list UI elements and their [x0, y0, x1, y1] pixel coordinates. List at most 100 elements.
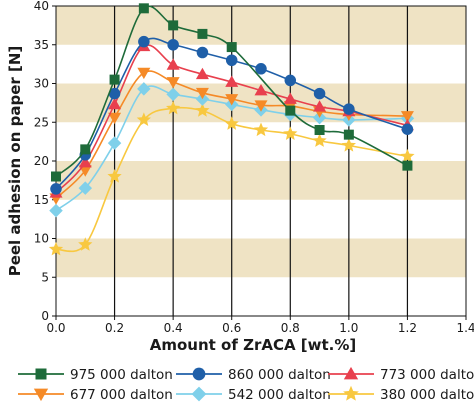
data-point: [225, 94, 239, 106]
legend-item: 380 000 dalton: [328, 385, 474, 402]
data-point: [78, 181, 93, 195]
data-point: [254, 100, 268, 112]
legend-item: 773 000 dalton: [328, 366, 474, 383]
data-point: [254, 83, 268, 96]
data-point: [285, 105, 296, 116]
data-point: [195, 103, 210, 117]
data-point: [166, 87, 180, 102]
data-point: [80, 144, 91, 155]
background-band: [56, 161, 466, 200]
data-point: [312, 133, 327, 147]
y-tick-label: 20: [34, 154, 49, 168]
data-point: [225, 54, 238, 66]
y-tick-label: 0: [41, 309, 49, 323]
data-point: [166, 77, 180, 89]
data-point: [195, 67, 209, 80]
data-point: [400, 111, 414, 123]
legend-label: 542 000 dalton: [228, 387, 331, 402]
legend-label: 773 000 dalton: [380, 367, 474, 383]
data-point: [137, 67, 151, 80]
x-tick-label: 0.4: [164, 321, 183, 335]
series-380-000-dalton: [48, 100, 415, 256]
data-point: [197, 28, 208, 39]
x-tick-label: 1.0: [339, 321, 358, 335]
y-tick-label: 30: [34, 77, 49, 91]
legend-marker: [343, 366, 359, 380]
y-axis-title: Peel adhesion on paper [N]: [6, 46, 24, 277]
y-tick-label: 5: [41, 270, 49, 284]
data-point: [137, 82, 151, 96]
data-point: [107, 169, 122, 183]
data-point: [402, 160, 413, 171]
legend-label: 975 000 dalton: [70, 367, 173, 383]
data-point: [138, 35, 150, 48]
data-point: [167, 39, 179, 51]
background-band: [56, 6, 466, 45]
x-tick-label: 1.2: [398, 321, 417, 335]
data-point: [78, 237, 93, 251]
data-point: [226, 42, 237, 53]
data-point: [255, 63, 267, 75]
x-axis-ticks: 0.0 0.2 0.4 0.6 0.8 1.0 1.2 1.4: [46, 316, 474, 335]
data-point: [313, 100, 327, 112]
data-point: [253, 122, 269, 137]
series-975-000-dalton: [51, 3, 413, 182]
data-point: [225, 75, 239, 87]
data-point: [136, 112, 151, 126]
legend-item: 860 000 dalton: [176, 367, 331, 383]
data-point: [343, 103, 355, 115]
data-point: [341, 138, 356, 152]
legend-item: 542 000 dalton: [176, 386, 331, 402]
data-point: [50, 183, 62, 195]
y-tick-label: 10: [34, 232, 49, 246]
x-tick-label: 0.2: [105, 321, 124, 335]
data-point: [343, 129, 354, 140]
x-tick-label: 0.8: [281, 321, 300, 335]
data-point: [51, 171, 61, 182]
x-tick-label: 0.6: [222, 321, 241, 335]
legend: 975 000 dalton 860 000 dalton 773 000 dalt…: [18, 366, 474, 402]
data-point: [313, 87, 326, 100]
legend-marker: [191, 386, 207, 402]
legend-marker: [35, 368, 47, 380]
data-point: [48, 241, 64, 256]
data-point: [314, 125, 325, 135]
legend-marker: [192, 367, 206, 381]
series-layer: [48, 3, 415, 256]
data-point: [108, 112, 122, 125]
data-point: [168, 20, 179, 31]
legend-item: 677 000 dalton: [18, 387, 173, 402]
y-tick-label: 25: [34, 115, 49, 129]
x-tick-label: 0.0: [46, 321, 65, 335]
data-point: [138, 3, 149, 14]
legend-label: 677 000 dalton: [70, 387, 173, 402]
data-point: [49, 203, 63, 218]
data-point: [166, 58, 180, 70]
data-point: [108, 87, 121, 100]
legend-label: 380 000 dalton: [380, 387, 474, 402]
x-axis-title: Amount of ZrACA [wt.%]: [150, 336, 357, 354]
background-band: [56, 238, 466, 278]
data-point: [284, 74, 297, 87]
data-point: [78, 156, 92, 168]
legend-marker: [343, 385, 359, 401]
y-tick-label: 40: [34, 0, 49, 13]
y-axis-ticks: 0 5 10 15 20 25 30 35 40: [34, 0, 56, 323]
data-point: [195, 87, 209, 100]
legend-marker: [33, 388, 49, 402]
data-point: [196, 46, 209, 59]
data-point: [401, 123, 414, 135]
data-point: [224, 116, 239, 130]
data-point: [283, 126, 298, 140]
data-point: [109, 74, 120, 85]
y-tick-label: 35: [34, 38, 49, 52]
data-point: [400, 148, 415, 163]
data-point: [108, 97, 122, 110]
data-point: [166, 100, 181, 115]
y-tick-label: 15: [34, 193, 49, 207]
x-tick-label: 1.4: [456, 321, 474, 335]
data-point: [107, 136, 122, 150]
legend-item: 975 000 dalton: [18, 367, 173, 383]
data-point: [283, 92, 297, 104]
